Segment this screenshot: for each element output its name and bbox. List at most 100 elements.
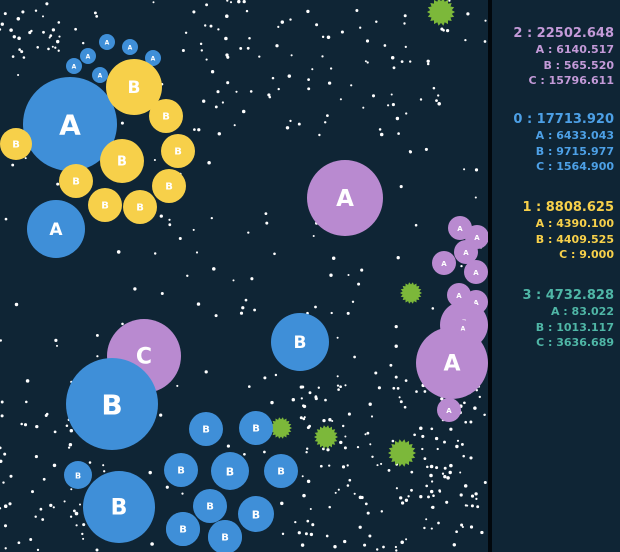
food-pellet [391,103,395,107]
food-pellet [270,400,274,405]
food-pellet [328,418,332,422]
food-pellet [247,231,250,234]
yellow-cell: B [149,99,183,133]
virus-icon [400,282,422,304]
food-pellet [333,544,337,549]
food-pellet [408,150,413,154]
cell-label: A [473,269,479,277]
cell-label: A [443,352,460,377]
food-pellet [280,20,285,24]
food-pellet [404,498,409,502]
cell-body [152,169,186,203]
food-pellet [466,12,470,16]
scoreboard-panel: 2 : 22502.648 A : 6140.517 B : 565.520 C… [492,0,620,552]
cell-body [122,39,138,55]
food-pellet [463,168,466,171]
food-pellet [235,90,238,93]
food-pellet [56,182,60,186]
food-pellet [41,15,45,18]
food-pellet [307,87,311,91]
cell-body [88,188,122,222]
food-pellet [12,35,16,39]
food-pellet [226,0,229,2]
food-pellet [297,531,301,535]
food-pellet [331,256,336,261]
food-pellet [74,27,77,31]
purple-cell: A [464,260,488,284]
cell-label: C [136,345,152,370]
food-pellet [315,23,319,27]
blue-cell: A [23,77,117,171]
purple-cell: A [437,398,461,422]
food-pellet [429,473,433,478]
food-pellet [217,28,220,31]
food-pellet [3,452,7,456]
team-score-0: 0 : 17713.920 A : 6433.043 B : 9715.977 … [513,112,614,175]
food-pellet [425,484,429,488]
food-pellet [209,24,213,28]
food-pellet [376,464,379,467]
food-pellet [210,70,215,74]
blue-cell: B [239,411,273,445]
food-pellet [34,515,37,518]
food-pellet [405,112,408,115]
food-pellet [394,545,398,549]
food-pellet [425,518,428,521]
purple-cell: A [432,251,456,275]
food-pellet [366,511,370,515]
team-cell-a-score: A : 4390.100 [535,217,614,230]
food-pellet [446,476,450,480]
food-pellet [0,22,4,26]
food-pellet [429,489,434,494]
food-pellet [329,273,333,277]
food-pellet [448,470,452,475]
food-pellet [355,9,359,12]
food-pellet [277,87,280,91]
food-pellet [69,428,74,433]
food-pellet [413,433,416,437]
food-pellet [192,228,195,231]
food-pellet [403,405,407,409]
food-pellet [415,390,418,393]
game-arena[interactable]: AAAAAAAABBBBBBBBBACBBAAAAAAAAAAABBBBBBBB… [0,0,488,552]
food-pellet [176,384,179,387]
food-pellet [63,500,66,503]
food-pellet [375,548,379,551]
food-pellet [241,109,246,114]
food-pellet [25,400,28,404]
food-pellet [339,440,343,445]
food-pellet [239,311,244,315]
yellow-cell: B [59,164,93,198]
cell-label: B [72,177,80,188]
food-pellet [23,423,28,427]
food-pellet [193,128,196,131]
cell-body [239,411,273,445]
food-pellet [480,530,484,535]
cell-label: A [59,109,81,142]
food-pellet [399,496,403,500]
food-pellet [445,500,449,504]
cell-body [238,496,274,532]
food-pellet [79,503,81,506]
food-pellet [380,510,384,513]
food-pellet [273,252,276,256]
food-pellet [72,509,76,513]
blue-cell: A [99,34,115,50]
cell-label: B [162,112,170,123]
cell-label: B [117,155,127,170]
food-pellet [120,121,124,125]
cell-body [59,164,93,198]
food-pellet [459,493,463,497]
game-world[interactable]: AAAAAAAABBBBBBBBBACBBAAAAAAAAAAABBBBBBBB… [0,0,488,552]
food-pellet [368,534,372,538]
food-pellet [366,61,369,64]
food-pellet [380,462,383,465]
food-pellet [96,355,99,358]
food-pellet [267,93,271,97]
food-pellet [168,218,171,221]
food-pellet [375,20,378,23]
food-pellet [473,406,477,410]
food-pellet [290,54,293,57]
food-pellet [214,314,218,318]
blue-cell: B [208,520,242,552]
